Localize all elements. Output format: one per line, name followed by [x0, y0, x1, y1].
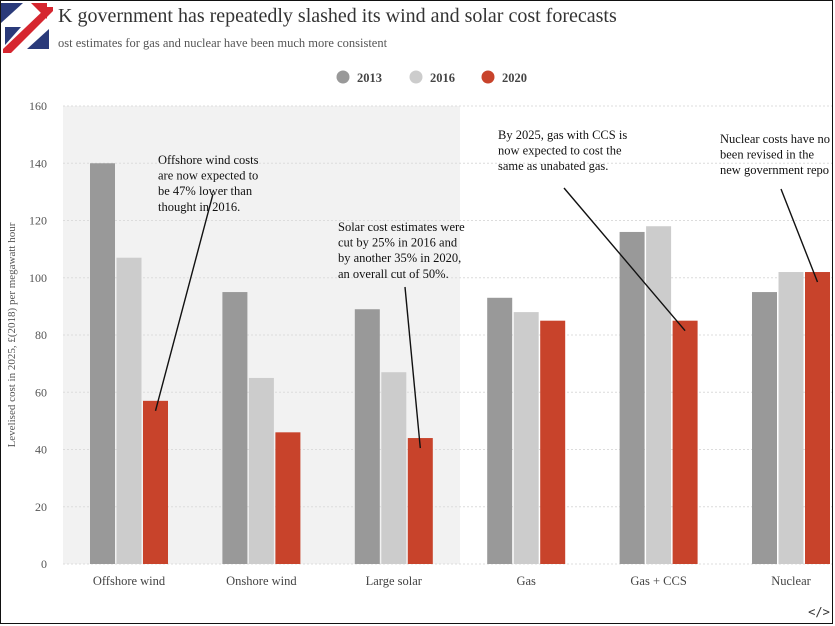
bar-2013 — [90, 163, 115, 564]
annotation-line: an overall cut of 50%. — [338, 267, 449, 281]
bar-2020 — [143, 400, 168, 564]
y-tick-label: 140 — [29, 156, 47, 170]
annotation-leader-line — [563, 187, 686, 332]
bar-2020 — [407, 438, 433, 564]
legend-marker-2020 — [481, 70, 495, 84]
bar-2013 — [619, 231, 645, 564]
y-tick-label: 120 — [29, 214, 47, 228]
bar-2013 — [752, 292, 777, 564]
y-tick-label: 160 — [29, 99, 47, 113]
bar-2016 — [248, 377, 274, 564]
x-tick-label: Onshore wind — [226, 574, 297, 588]
annotation-line: thought in 2016. — [158, 200, 240, 214]
annotation-line: be 47% lower than — [158, 184, 253, 198]
legend-label-2013: 2013 — [357, 71, 382, 85]
annotation-line: Nuclear costs have no — [720, 132, 830, 146]
annotation-line: By 2025, gas with CCS is — [498, 128, 627, 142]
chart-subtitle: ost estimates for gas and nuclear have b… — [58, 36, 388, 50]
annotation-line: same as unabated gas. — [498, 159, 608, 173]
annotation-line: Offshore wind costs — [158, 153, 259, 167]
y-tick-label: 80 — [35, 328, 47, 342]
annotation-leader-line — [780, 188, 819, 283]
legend-label-2016: 2016 — [430, 71, 455, 85]
bar-2016 — [646, 226, 672, 564]
bar-2016 — [381, 372, 407, 564]
legend-marker-2016 — [409, 70, 423, 84]
bar-2013 — [222, 292, 248, 564]
uk-flag-logo-icon — [1, 3, 53, 53]
y-tick-label: 60 — [35, 385, 47, 399]
annotation-line: new government repo — [720, 163, 829, 177]
bar-2016 — [513, 312, 539, 564]
code-embed-icon[interactable]: </> — [808, 605, 830, 619]
bar-2020 — [540, 320, 566, 564]
bar-2016 — [778, 272, 804, 564]
bar-2016 — [116, 257, 142, 564]
legend-marker-2013 — [336, 70, 350, 84]
y-tick-label: 100 — [29, 271, 47, 285]
y-axis-label: Levelised cost in 2025, £(2018) per mega… — [6, 222, 18, 447]
bar-2020 — [805, 272, 830, 564]
x-tick-label: Large solar — [366, 574, 423, 588]
bar-2020 — [672, 320, 698, 564]
chart-title: K government has repeatedly slashed its … — [58, 5, 617, 27]
annotation-line: by another 35% in 2020, — [338, 251, 461, 265]
annotation-text: By 2025, gas with CCS is now expected to … — [498, 128, 627, 173]
annotation-text: Solar cost estimates were cut by 25% in 2… — [338, 220, 465, 281]
bar-2013 — [487, 297, 513, 564]
bar-2020 — [275, 432, 301, 564]
annotation-leader-line — [404, 286, 421, 449]
x-tick-label: Gas — [516, 574, 536, 588]
y-tick-label: 40 — [35, 443, 47, 457]
x-tick-label: Gas + CCS — [630, 574, 686, 588]
y-tick-label: 20 — [35, 500, 47, 514]
annotation-line: Solar cost estimates were — [338, 220, 465, 234]
legend-label-2020: 2020 — [502, 71, 527, 85]
annotation-line: cut by 25% in 2016 and — [338, 236, 458, 250]
annotation-line: now expected to cost the — [498, 144, 622, 158]
bar-2013 — [354, 309, 380, 564]
annotation-leader-line — [154, 193, 214, 412]
annotation-line: are now expected to — [158, 169, 258, 183]
annotation-text: Offshore wind costs are now expected to be… — [158, 153, 259, 214]
x-tick-label: Nuclear — [771, 574, 811, 588]
y-tick-label: 0 — [41, 557, 47, 571]
x-tick-label: Offshore wind — [93, 574, 166, 588]
annotation-line: been revised in the — [720, 148, 815, 162]
annotation-text: Nuclear costs have no been revised in the… — [720, 132, 830, 177]
